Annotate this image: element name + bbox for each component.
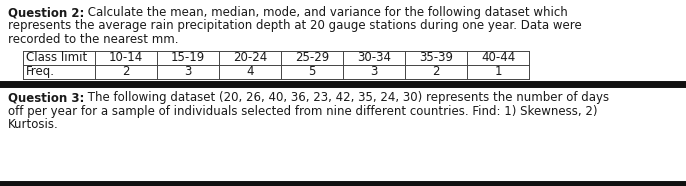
Text: off per year for a sample of individuals selected from nine different countries.: off per year for a sample of individuals… — [8, 105, 598, 118]
Text: 3: 3 — [370, 65, 378, 78]
Text: Kurtosis.: Kurtosis. — [8, 118, 59, 132]
Text: 30-34: 30-34 — [357, 51, 391, 64]
Text: 2: 2 — [122, 65, 130, 78]
Text: 5: 5 — [308, 65, 316, 78]
Text: 25-29: 25-29 — [295, 51, 329, 64]
Text: 3: 3 — [185, 65, 191, 78]
Text: 40-44: 40-44 — [481, 51, 515, 64]
Text: The following dataset (20, 26, 40, 36, 23, 42, 35, 24, 30) represents the number: The following dataset (20, 26, 40, 36, 2… — [84, 92, 609, 105]
Text: 1: 1 — [494, 65, 501, 78]
Text: Question 3:: Question 3: — [8, 92, 84, 105]
Text: 10-14: 10-14 — [109, 51, 143, 64]
Text: represents the average rain precipitation depth at 20 gauge stations during one : represents the average rain precipitatio… — [8, 20, 582, 33]
Text: 35-39: 35-39 — [419, 51, 453, 64]
Text: recorded to the nearest mm.: recorded to the nearest mm. — [8, 33, 178, 46]
Text: 4: 4 — [246, 65, 254, 78]
Text: 2: 2 — [432, 65, 440, 78]
Text: Freq.: Freq. — [26, 65, 55, 78]
Text: 20-24: 20-24 — [233, 51, 267, 64]
Text: 15-19: 15-19 — [171, 51, 205, 64]
Text: Question 2:: Question 2: — [8, 6, 84, 19]
Text: Calculate the mean, median, mode, and variance for the following dataset which: Calculate the mean, median, mode, and va… — [84, 6, 568, 19]
Text: Class limit: Class limit — [26, 51, 87, 64]
